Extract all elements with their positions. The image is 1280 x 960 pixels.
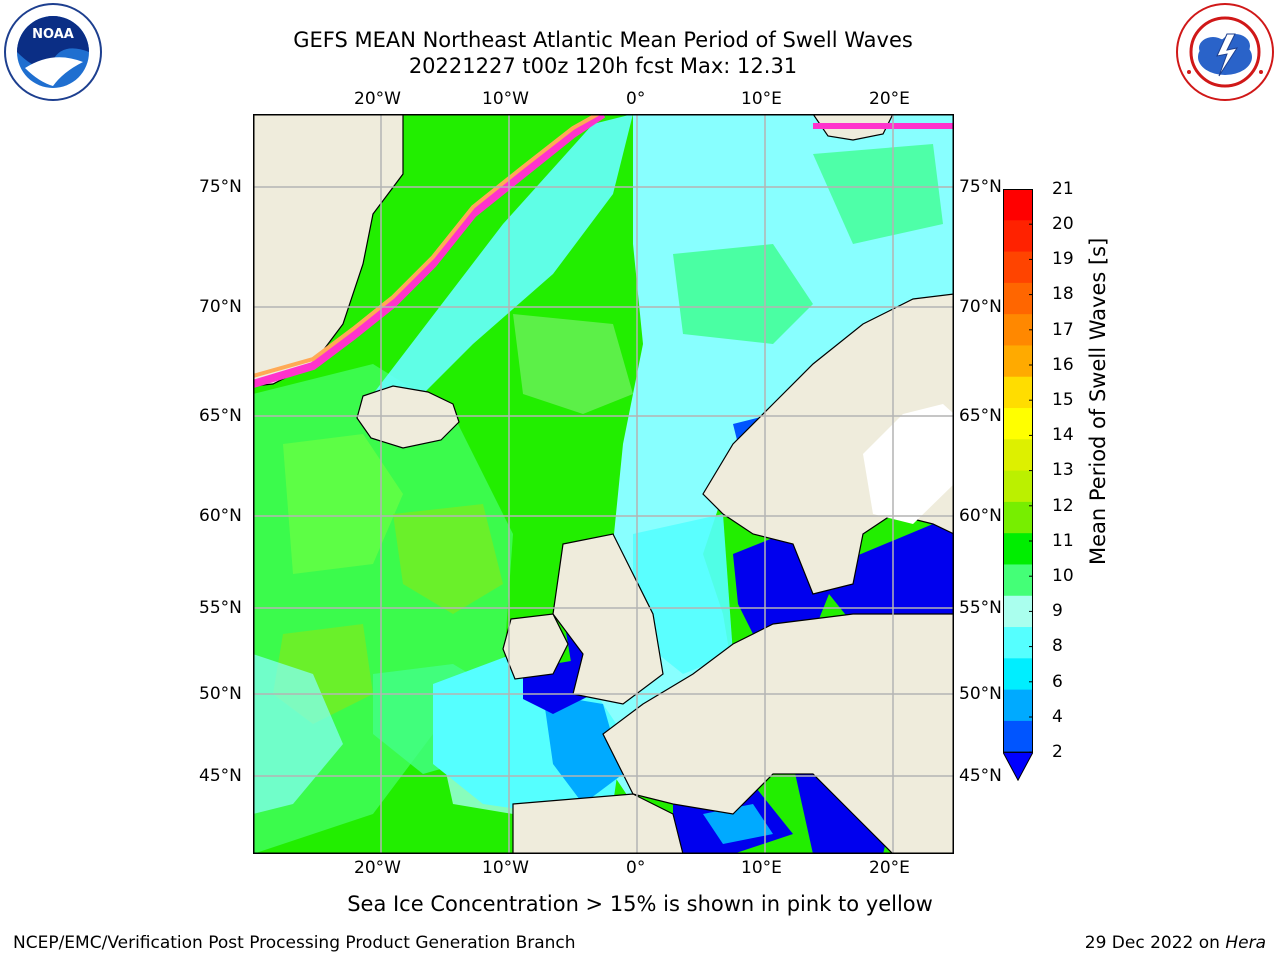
colorbar-segment	[1003, 689, 1033, 722]
colorbar-tick: 6	[1052, 672, 1063, 692]
colorbar-segment	[1003, 376, 1033, 409]
left-lat-label: 60°N	[199, 506, 242, 526]
sea-ice-edge-inner	[253, 114, 599, 378]
map-svg	[253, 114, 954, 854]
sea-ice-caption: Sea Ice Concentration > 15% is shown in …	[347, 892, 933, 916]
colorbar-tick: 2	[1052, 742, 1063, 762]
colorbar-tick: 8	[1052, 636, 1063, 656]
colorbar-tick: 4	[1052, 707, 1063, 727]
colorbar-segment	[1003, 564, 1033, 597]
footer-host: Hera	[1225, 933, 1266, 953]
swell-zone-10-11	[513, 314, 633, 414]
bottom-lon-label: 0°	[626, 858, 646, 878]
swell-zone-9-10	[813, 144, 943, 244]
right-lat-label: 50°N	[959, 684, 1002, 704]
colorbar-segment	[1003, 314, 1033, 346]
colorbar-label: Mean Period of Swell Waves [s]	[1086, 237, 1110, 565]
top-lon-label: 20°E	[869, 89, 910, 109]
ireland-landmass	[502, 613, 569, 680]
colorbar-segment	[1003, 282, 1033, 315]
top-lon-label: 0°	[626, 89, 646, 109]
map-title-line2: 20221227 t00z 120h fcst Max: 12.31	[408, 54, 798, 78]
colorbar-segment	[1003, 720, 1033, 753]
colorbar-tick: 17	[1052, 320, 1074, 340]
swell-zone-2-4	[703, 804, 773, 844]
right-lat-label: 75°N	[959, 177, 1002, 197]
noaa-logo: NOAA	[3, 2, 103, 102]
colorbar-segment	[1003, 408, 1033, 440]
colorbar	[1002, 188, 1034, 782]
left-lat-label: 50°N	[199, 684, 242, 704]
bottom-lon-label: 20°W	[354, 858, 401, 878]
colorbar-tick: 21	[1052, 179, 1074, 199]
colorbar-extend-arrow	[1002, 751, 1034, 782]
right-lat-label: 65°N	[959, 406, 1002, 426]
colorbar-segment	[1003, 595, 1033, 628]
swell-zone-9-10	[673, 244, 813, 344]
swell-zone-6-8	[633, 514, 733, 674]
bottom-lon-label: 10°E	[741, 858, 782, 878]
colorbar-segment	[1003, 220, 1033, 253]
map-panel	[253, 114, 954, 854]
colorbar-tick: 19	[1052, 249, 1074, 269]
sea-ice-edge	[253, 114, 606, 388]
colorbar-svg	[1002, 188, 1034, 782]
colorbar-tick: 11	[1052, 531, 1074, 551]
colorbar-segment	[1003, 501, 1033, 534]
top-lon-label: 20°W	[354, 89, 401, 109]
colorbar-segment	[1003, 439, 1033, 472]
iberia-landmass	[512, 793, 684, 854]
swell-zone-10-11	[393, 504, 503, 614]
colorbar-tick: 15	[1052, 390, 1074, 410]
great-britain-landmass	[552, 533, 664, 705]
right-lat-label: 70°N	[959, 297, 1002, 317]
colorbar-tick: 9	[1052, 601, 1063, 621]
right-lat-label: 60°N	[959, 506, 1002, 526]
footer-left: NCEP/EMC/Verification Post Processing Pr…	[13, 933, 576, 953]
left-lat-label: 65°N	[199, 406, 242, 426]
top-lon-label: 10°E	[741, 89, 782, 109]
map-title-line1: GEFS MEAN Northeast Atlantic Mean Period…	[293, 28, 913, 52]
swell-zone-below-2	[813, 524, 954, 624]
left-lat-label: 45°N	[199, 766, 242, 786]
colorbar-segment	[1003, 251, 1033, 284]
colorbar-tick: 18	[1052, 284, 1074, 304]
iceland-landmass	[356, 385, 460, 449]
noaa-logo-text: NOAA	[32, 27, 74, 42]
colorbar-segment	[1003, 470, 1033, 503]
graticule	[253, 114, 954, 854]
colorbar-segment	[1003, 345, 1033, 378]
colorbar-segment	[1003, 533, 1033, 565]
footer-date: 29 Dec 2022 on	[1084, 933, 1226, 953]
baltic-ice	[863, 404, 954, 524]
bottom-lon-label: 10°W	[482, 858, 529, 878]
colorbar-segment	[1003, 189, 1033, 221]
right-lat-label: 45°N	[959, 766, 1002, 786]
colorbar-segment	[1003, 658, 1033, 691]
left-lat-label: 75°N	[199, 177, 242, 197]
footer-right: 29 Dec 2022 on Hera	[1085, 933, 1266, 953]
colorbar-segment	[1003, 627, 1033, 659]
colorbar-tick: 14	[1052, 425, 1074, 445]
colorbar-tick: 12	[1052, 496, 1074, 516]
colorbar-tick: 16	[1052, 355, 1074, 375]
continental-europe-landmass	[602, 613, 954, 854]
colorbar-tick: 20	[1052, 214, 1074, 234]
colorbar-tick: 13	[1052, 460, 1074, 480]
left-lat-label: 55°N	[199, 598, 242, 618]
map-frame	[253, 114, 954, 854]
left-lat-label: 70°N	[199, 297, 242, 317]
right-lat-label: 55°N	[959, 598, 1002, 618]
nws-logo	[1175, 2, 1275, 102]
colorbar-tick: 10	[1052, 566, 1074, 586]
top-lon-label: 10°W	[482, 89, 529, 109]
bottom-lon-label: 20°E	[869, 858, 910, 878]
swell-zone-10-11	[283, 434, 403, 574]
